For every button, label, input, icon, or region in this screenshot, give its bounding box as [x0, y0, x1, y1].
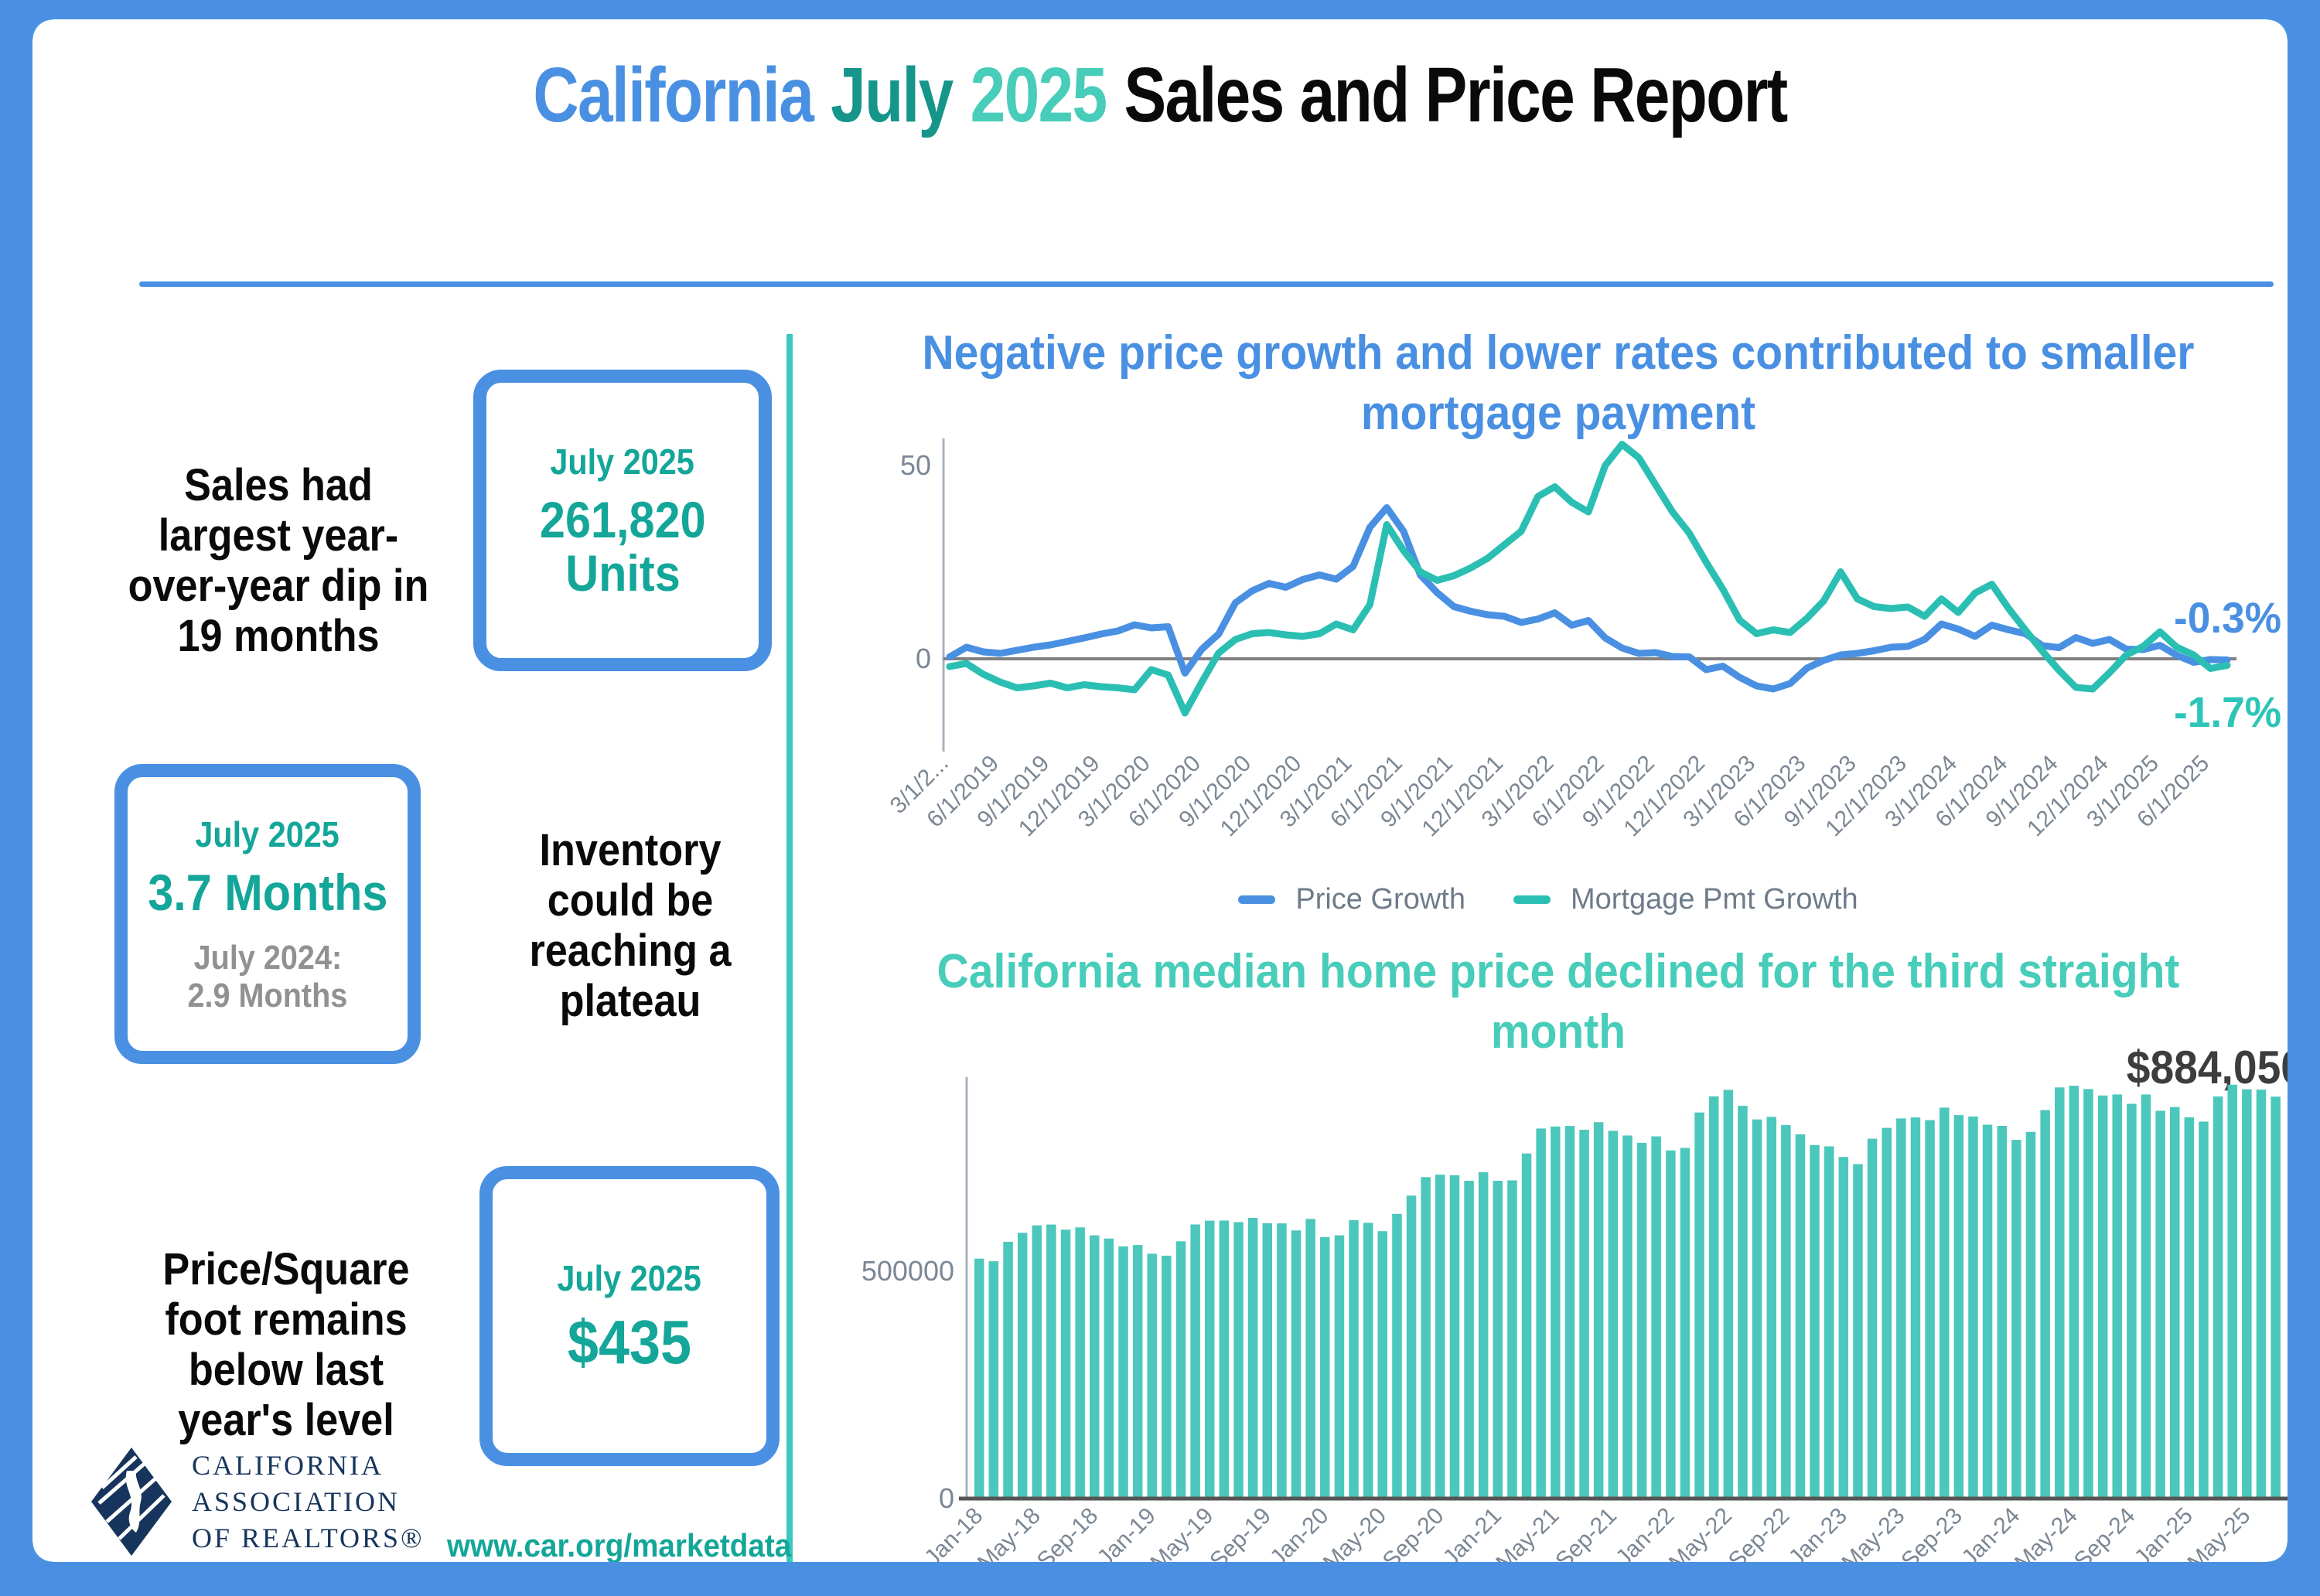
- stat3-box-label: July 2025: [557, 1258, 702, 1298]
- median-price-bar-chart: 0500000Jan-18May-18Sep-18Jan-19May-19Sep…: [861, 1077, 2297, 1576]
- mortgage-growth-legend-label: Mortgage Pmt Growth: [1570, 883, 1858, 916]
- stat2-box-compare-label: July 2024:: [193, 939, 342, 977]
- frame-right: [2288, 0, 2320, 1596]
- frame-corner-tl: [32, 19, 53, 39]
- stat2-box-value: 3.7 Months: [147, 863, 388, 921]
- payment-chart-title: Negative price growth and lower rates co…: [922, 326, 2195, 440]
- car-logo: CALIFORNIA ASSOCIATION OF REALTORS®: [91, 1448, 424, 1557]
- car-logo-diamond-icon: [91, 1448, 172, 1557]
- median-price-annotation: $884,050: [2126, 1042, 2305, 1093]
- stat2-box: July 2025 3.7 Months July 2024: 2.9 Mont…: [114, 764, 421, 1064]
- price-chart-title: California median home price declined fo…: [937, 945, 2180, 1059]
- svg-text:500000: 500000: [861, 1255, 954, 1287]
- stat3-headline: Price/Square foot remains below last yea…: [162, 1244, 410, 1445]
- frame-left: [0, 0, 32, 1596]
- stat1-box-label: July 2025: [550, 441, 695, 482]
- car-logo-line1: CALIFORNIA: [192, 1450, 384, 1481]
- mortgage-growth-legend-swatch: [1513, 895, 1551, 904]
- stat3-box-value: $435: [567, 1308, 692, 1376]
- price-growth-legend-swatch: [1238, 895, 1276, 904]
- car-logo-text: CALIFORNIA ASSOCIATION OF REALTORS®: [192, 1448, 424, 1556]
- svg-text:0: 0: [939, 1482, 954, 1514]
- stat1-box: July 2025 261,820 Units: [473, 370, 772, 671]
- frame-top: [0, 0, 2320, 19]
- stat1-box-value: 261,820: [539, 490, 706, 548]
- header-divider-rule: [139, 281, 2274, 287]
- title-california: California: [533, 52, 814, 138]
- stat2-headline: Inventory could be reaching a plateau: [529, 825, 732, 1026]
- frame-corner-br: [2267, 1542, 2288, 1562]
- stat1-box-unit: Units: [565, 544, 681, 602]
- stat2-box-compare-value: 2.9 Months: [187, 976, 348, 1015]
- car-logo-line2: ASSOCIATION: [192, 1485, 401, 1517]
- title-month: July: [831, 52, 954, 138]
- frame-corner-tr: [2267, 19, 2288, 39]
- payment-chart-legend: Price Growth Mortgage Pmt Growth: [835, 883, 2289, 916]
- svg-text:0: 0: [916, 643, 931, 674]
- page-title: California July 2025 Sales and Price Report: [209, 51, 2111, 140]
- mortgage-growth-end-label: -1.7%: [2174, 687, 2281, 736]
- stat1-headline: Sales had largest year-over-year dip in …: [128, 460, 429, 661]
- stat2-box-label: July 2025: [195, 813, 340, 854]
- frame-corner-bl: [32, 1542, 53, 1562]
- price-growth-end-label: -0.3%: [2174, 593, 2281, 642]
- payment-growth-line-chart: 0503/1/2...6/1/20199/1/201912/1/20193/1/…: [885, 438, 2236, 841]
- stat3-box: July 2025 $435: [479, 1166, 780, 1466]
- title-rest: Sales and Price Report: [1124, 52, 1788, 138]
- website-link[interactable]: www.car.org/marketdata: [447, 1527, 792, 1564]
- price-growth-legend-label: Price Growth: [1295, 883, 1465, 916]
- title-year: 2025: [970, 52, 1108, 138]
- frame-bottom: [0, 1562, 2320, 1596]
- car-logo-line3: OF REALTORS®: [192, 1522, 425, 1553]
- vertical-divider: [786, 334, 793, 1570]
- svg-text:50: 50: [900, 449, 931, 481]
